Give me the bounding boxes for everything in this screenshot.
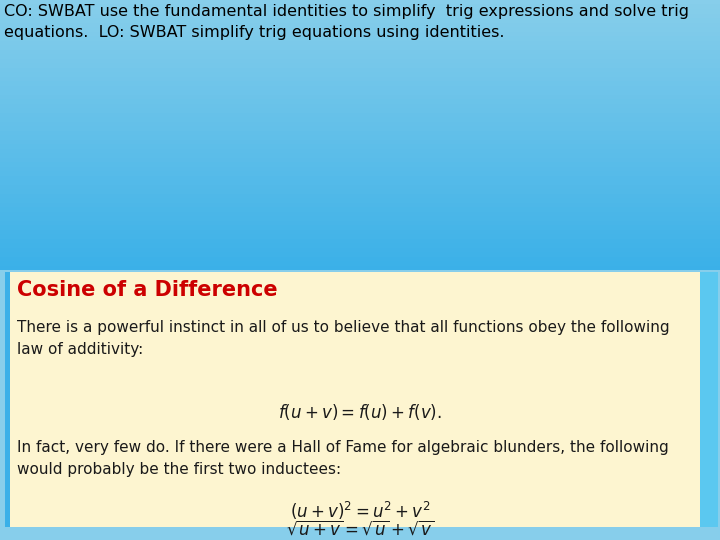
Bar xyxy=(0,84,720,90)
Bar xyxy=(0,265,720,270)
Bar xyxy=(5,272,10,527)
Bar xyxy=(0,269,720,274)
Bar xyxy=(0,120,720,126)
Bar xyxy=(0,157,720,162)
Bar xyxy=(0,184,720,189)
Bar xyxy=(0,39,720,45)
Bar xyxy=(0,224,720,230)
Bar xyxy=(0,260,720,266)
Bar xyxy=(0,49,720,54)
Bar xyxy=(0,255,720,261)
Bar xyxy=(0,246,720,252)
Text: CO: SWBAT use the fundamental identities to simplify  trig expressions and solve: CO: SWBAT use the fundamental identities… xyxy=(4,4,689,40)
Bar xyxy=(0,161,720,166)
Bar xyxy=(0,179,720,185)
Bar xyxy=(0,8,720,14)
Bar xyxy=(0,134,720,139)
Text: $\sqrt{u + v} = \sqrt{u} + \sqrt{v}$: $\sqrt{u + v} = \sqrt{u} + \sqrt{v}$ xyxy=(286,520,434,539)
Bar xyxy=(0,57,720,63)
Bar xyxy=(0,197,720,202)
Bar xyxy=(0,201,720,207)
Bar xyxy=(0,35,720,40)
Bar xyxy=(0,174,720,180)
Bar xyxy=(0,111,720,117)
FancyBboxPatch shape xyxy=(5,272,700,527)
Bar xyxy=(0,125,720,131)
Bar xyxy=(0,53,720,58)
Bar xyxy=(0,66,720,72)
Bar xyxy=(0,80,720,85)
Bar xyxy=(0,211,720,216)
Bar xyxy=(0,188,720,193)
Text: There is a powerful instinct in all of us to believe that all functions obey the: There is a powerful instinct in all of u… xyxy=(17,320,670,357)
Bar xyxy=(0,89,720,94)
Bar xyxy=(0,71,720,77)
Bar xyxy=(0,215,720,220)
Bar xyxy=(0,116,720,122)
Bar xyxy=(0,228,720,234)
Bar xyxy=(0,238,720,243)
Bar xyxy=(0,219,720,225)
Bar xyxy=(0,270,720,540)
Bar xyxy=(0,130,720,135)
Bar xyxy=(0,152,720,158)
Bar xyxy=(700,272,718,527)
Bar xyxy=(0,192,720,198)
Text: In fact, very few do. If there were a Hall of Fame for algebraic blunders, the f: In fact, very few do. If there were a Ha… xyxy=(17,440,669,477)
Bar xyxy=(0,17,720,23)
Text: $(u + v)^2 = u^2 + v^2$: $(u + v)^2 = u^2 + v^2$ xyxy=(289,500,431,522)
Bar xyxy=(0,251,720,256)
Text: $f(u + v) = f(u) + f(v).$: $f(u + v) = f(u) + f(v).$ xyxy=(278,402,442,422)
Bar xyxy=(0,22,720,27)
Bar xyxy=(0,138,720,144)
Bar xyxy=(0,206,720,212)
Bar xyxy=(0,242,720,247)
Bar xyxy=(0,103,720,108)
Bar xyxy=(0,12,720,18)
Bar xyxy=(0,26,720,31)
Bar xyxy=(0,143,720,148)
Bar xyxy=(0,233,720,239)
Bar xyxy=(0,147,720,153)
Bar xyxy=(0,165,720,171)
Bar xyxy=(0,170,720,176)
Bar xyxy=(0,107,720,112)
Bar xyxy=(0,3,720,9)
Bar xyxy=(0,93,720,99)
Bar xyxy=(0,98,720,104)
Bar xyxy=(0,30,720,36)
Text: Cosine of a Difference: Cosine of a Difference xyxy=(17,280,278,300)
Bar xyxy=(0,44,720,50)
Bar xyxy=(0,76,720,81)
Bar xyxy=(0,62,720,68)
